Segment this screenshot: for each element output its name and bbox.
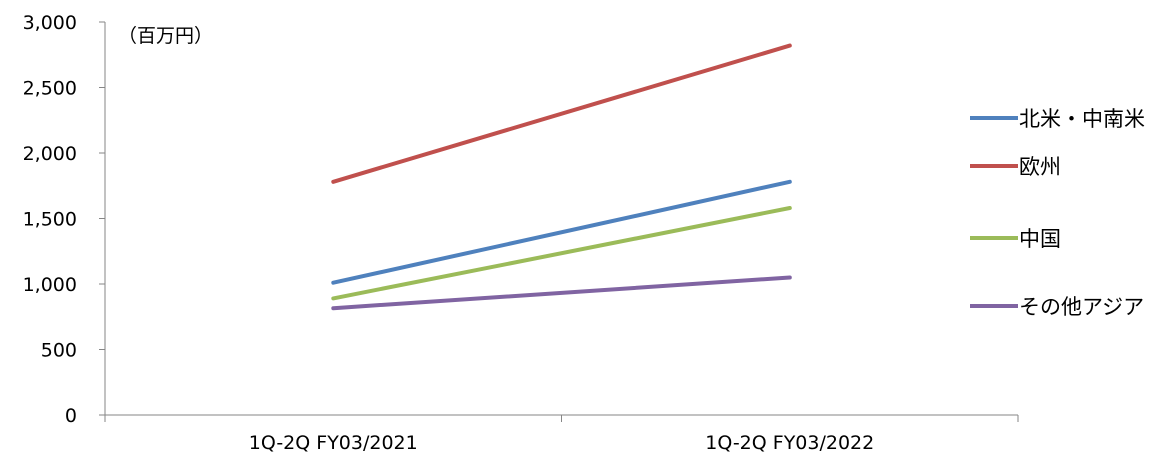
x-tick-label: 1Q-2Q FY03/2021 (249, 432, 418, 454)
series-line-3 (331, 206, 792, 301)
y-tick-label: 2,000 (23, 143, 77, 165)
series-line-2 (331, 43, 792, 184)
series-lines (331, 43, 792, 311)
legend-label: その他アジア (1019, 295, 1144, 319)
y-tick-label: 1,500 (23, 209, 77, 231)
y-tick-label: 500 (41, 340, 77, 362)
x-tick-label: 1Q-2Q FY03/2022 (705, 432, 874, 454)
y-axis-ticks: 0 500 1,000 1,500 2,000 2,500 3,000 (23, 12, 105, 427)
y-tick-label: 1,000 (23, 274, 77, 296)
unit-label: （百万円） (118, 25, 213, 47)
legend-label: 北米・中南米 (1019, 107, 1145, 131)
x-axis-ticks: 1Q-2Q FY03/2021 1Q-2Q FY03/2022 (104, 415, 1019, 454)
legend-label: 欧州 (1019, 155, 1061, 179)
legend-label: 中国 (1019, 227, 1061, 251)
y-tick-label: 3,000 (23, 12, 77, 34)
y-tick-label: 0 (65, 405, 77, 427)
axes (104, 22, 1018, 416)
y-tick-label: 2,500 (23, 78, 77, 100)
series-line-1 (331, 179, 792, 285)
series-line-4 (331, 275, 792, 311)
